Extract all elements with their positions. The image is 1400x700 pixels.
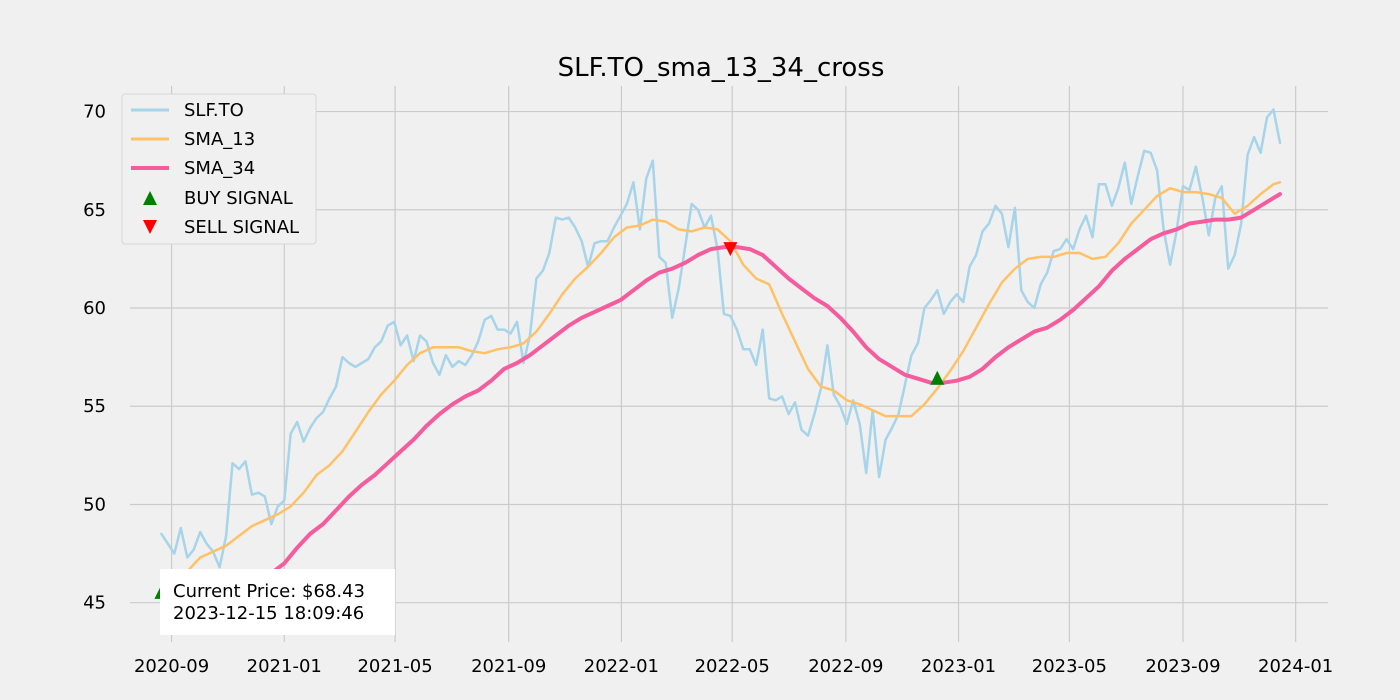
x-tick-label: 2021-01 bbox=[247, 656, 322, 677]
x-tick-label: 2022-09 bbox=[808, 656, 883, 677]
legend-buy-marker bbox=[143, 191, 157, 205]
y-tick-label: 60 bbox=[83, 298, 106, 319]
current-timestamp-text: 2023-12-15 18:09:46 bbox=[173, 603, 364, 624]
sell-signal-marker bbox=[723, 242, 738, 257]
x-tick-label: 2022-05 bbox=[695, 656, 770, 677]
legend-label-buy: BUY SIGNAL bbox=[184, 188, 293, 209]
series-line-slf bbox=[160, 108, 1282, 569]
y-tick-label: 45 bbox=[83, 593, 106, 614]
series-line-sma13 bbox=[160, 181, 1282, 595]
x-tick-label: 2020-09 bbox=[134, 656, 209, 677]
y-tick-label: 70 bbox=[83, 102, 106, 123]
x-axis: 2020-09 2021-01 2021-05 2021-09 2022-01 2022-… bbox=[134, 656, 1333, 677]
chart-title: SLF.TO_sma_13_34_cross bbox=[558, 53, 885, 83]
y-axis: 45 50 55 60 65 70 bbox=[83, 102, 106, 614]
x-tick-label: 2023-01 bbox=[921, 656, 996, 677]
legend-label-sma34: SMA_34 bbox=[184, 158, 255, 179]
x-tick-label: 2023-05 bbox=[1032, 656, 1107, 677]
price-annotation-box bbox=[160, 569, 395, 635]
legend-box bbox=[121, 93, 317, 245]
price-annotation: Current Price: $68.43 2023-12-15 18:09:4… bbox=[160, 569, 395, 635]
legend-sell-marker bbox=[143, 220, 157, 234]
y-tick-label: 50 bbox=[83, 494, 106, 515]
x-tick-label: 2023-09 bbox=[1145, 656, 1220, 677]
y-tick-label: 55 bbox=[83, 396, 106, 417]
legend: SLF.TO SMA_13 SMA_34 BUY SIGNAL SELL SIG… bbox=[121, 93, 317, 245]
legend-label-sma13: SMA_13 bbox=[184, 129, 255, 150]
legend-label-slf: SLF.TO bbox=[184, 100, 244, 121]
buy-signal-marker bbox=[930, 370, 945, 385]
legend-label-sell: SELL SIGNAL bbox=[184, 217, 299, 238]
current-price-text: Current Price: $68.43 bbox=[173, 581, 365, 602]
x-tick-label: 2022-01 bbox=[584, 656, 659, 677]
x-tick-label: 2021-05 bbox=[357, 656, 432, 677]
x-tick-label: 2024-01 bbox=[1258, 656, 1333, 677]
x-tick-label: 2021-09 bbox=[471, 656, 546, 677]
y-tick-label: 65 bbox=[83, 200, 106, 221]
